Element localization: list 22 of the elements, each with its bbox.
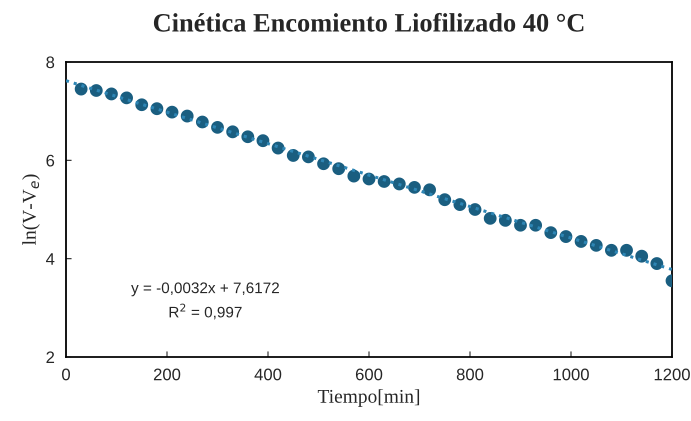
x-tick-label: 600 bbox=[356, 368, 382, 380]
x-axis-title: Tiempo[min] bbox=[318, 389, 420, 407]
y-tick-label: 8 bbox=[46, 56, 54, 68]
x-tick-label: 800 bbox=[456, 368, 484, 380]
y-axis-title: ln(V-V$_{e}$) bbox=[22, 174, 40, 245]
annotation: y = -0,0032x + 7,6172 bbox=[131, 282, 279, 296]
x-tick-label: 200 bbox=[154, 368, 180, 380]
chart-title: Cinética Encomiento Liofilizado 40 °C bbox=[154, 12, 584, 32]
y-tick-label: 2 bbox=[46, 351, 54, 364]
point bbox=[484, 212, 497, 225]
y-tick-label: 4 bbox=[46, 253, 54, 265]
point bbox=[635, 250, 648, 263]
point bbox=[347, 170, 360, 182]
point bbox=[378, 175, 391, 188]
x-tick-label: 1200 bbox=[654, 368, 690, 380]
y-tick-label: 6 bbox=[46, 154, 54, 167]
point bbox=[74, 82, 88, 96]
x-tick-label: 0 bbox=[62, 368, 70, 380]
x-tick-label: 400 bbox=[254, 368, 282, 380]
annotation: R$^{2}$ = 0,997 bbox=[170, 304, 242, 320]
x-tick-label: 1000 bbox=[554, 368, 589, 380]
point bbox=[620, 244, 633, 257]
